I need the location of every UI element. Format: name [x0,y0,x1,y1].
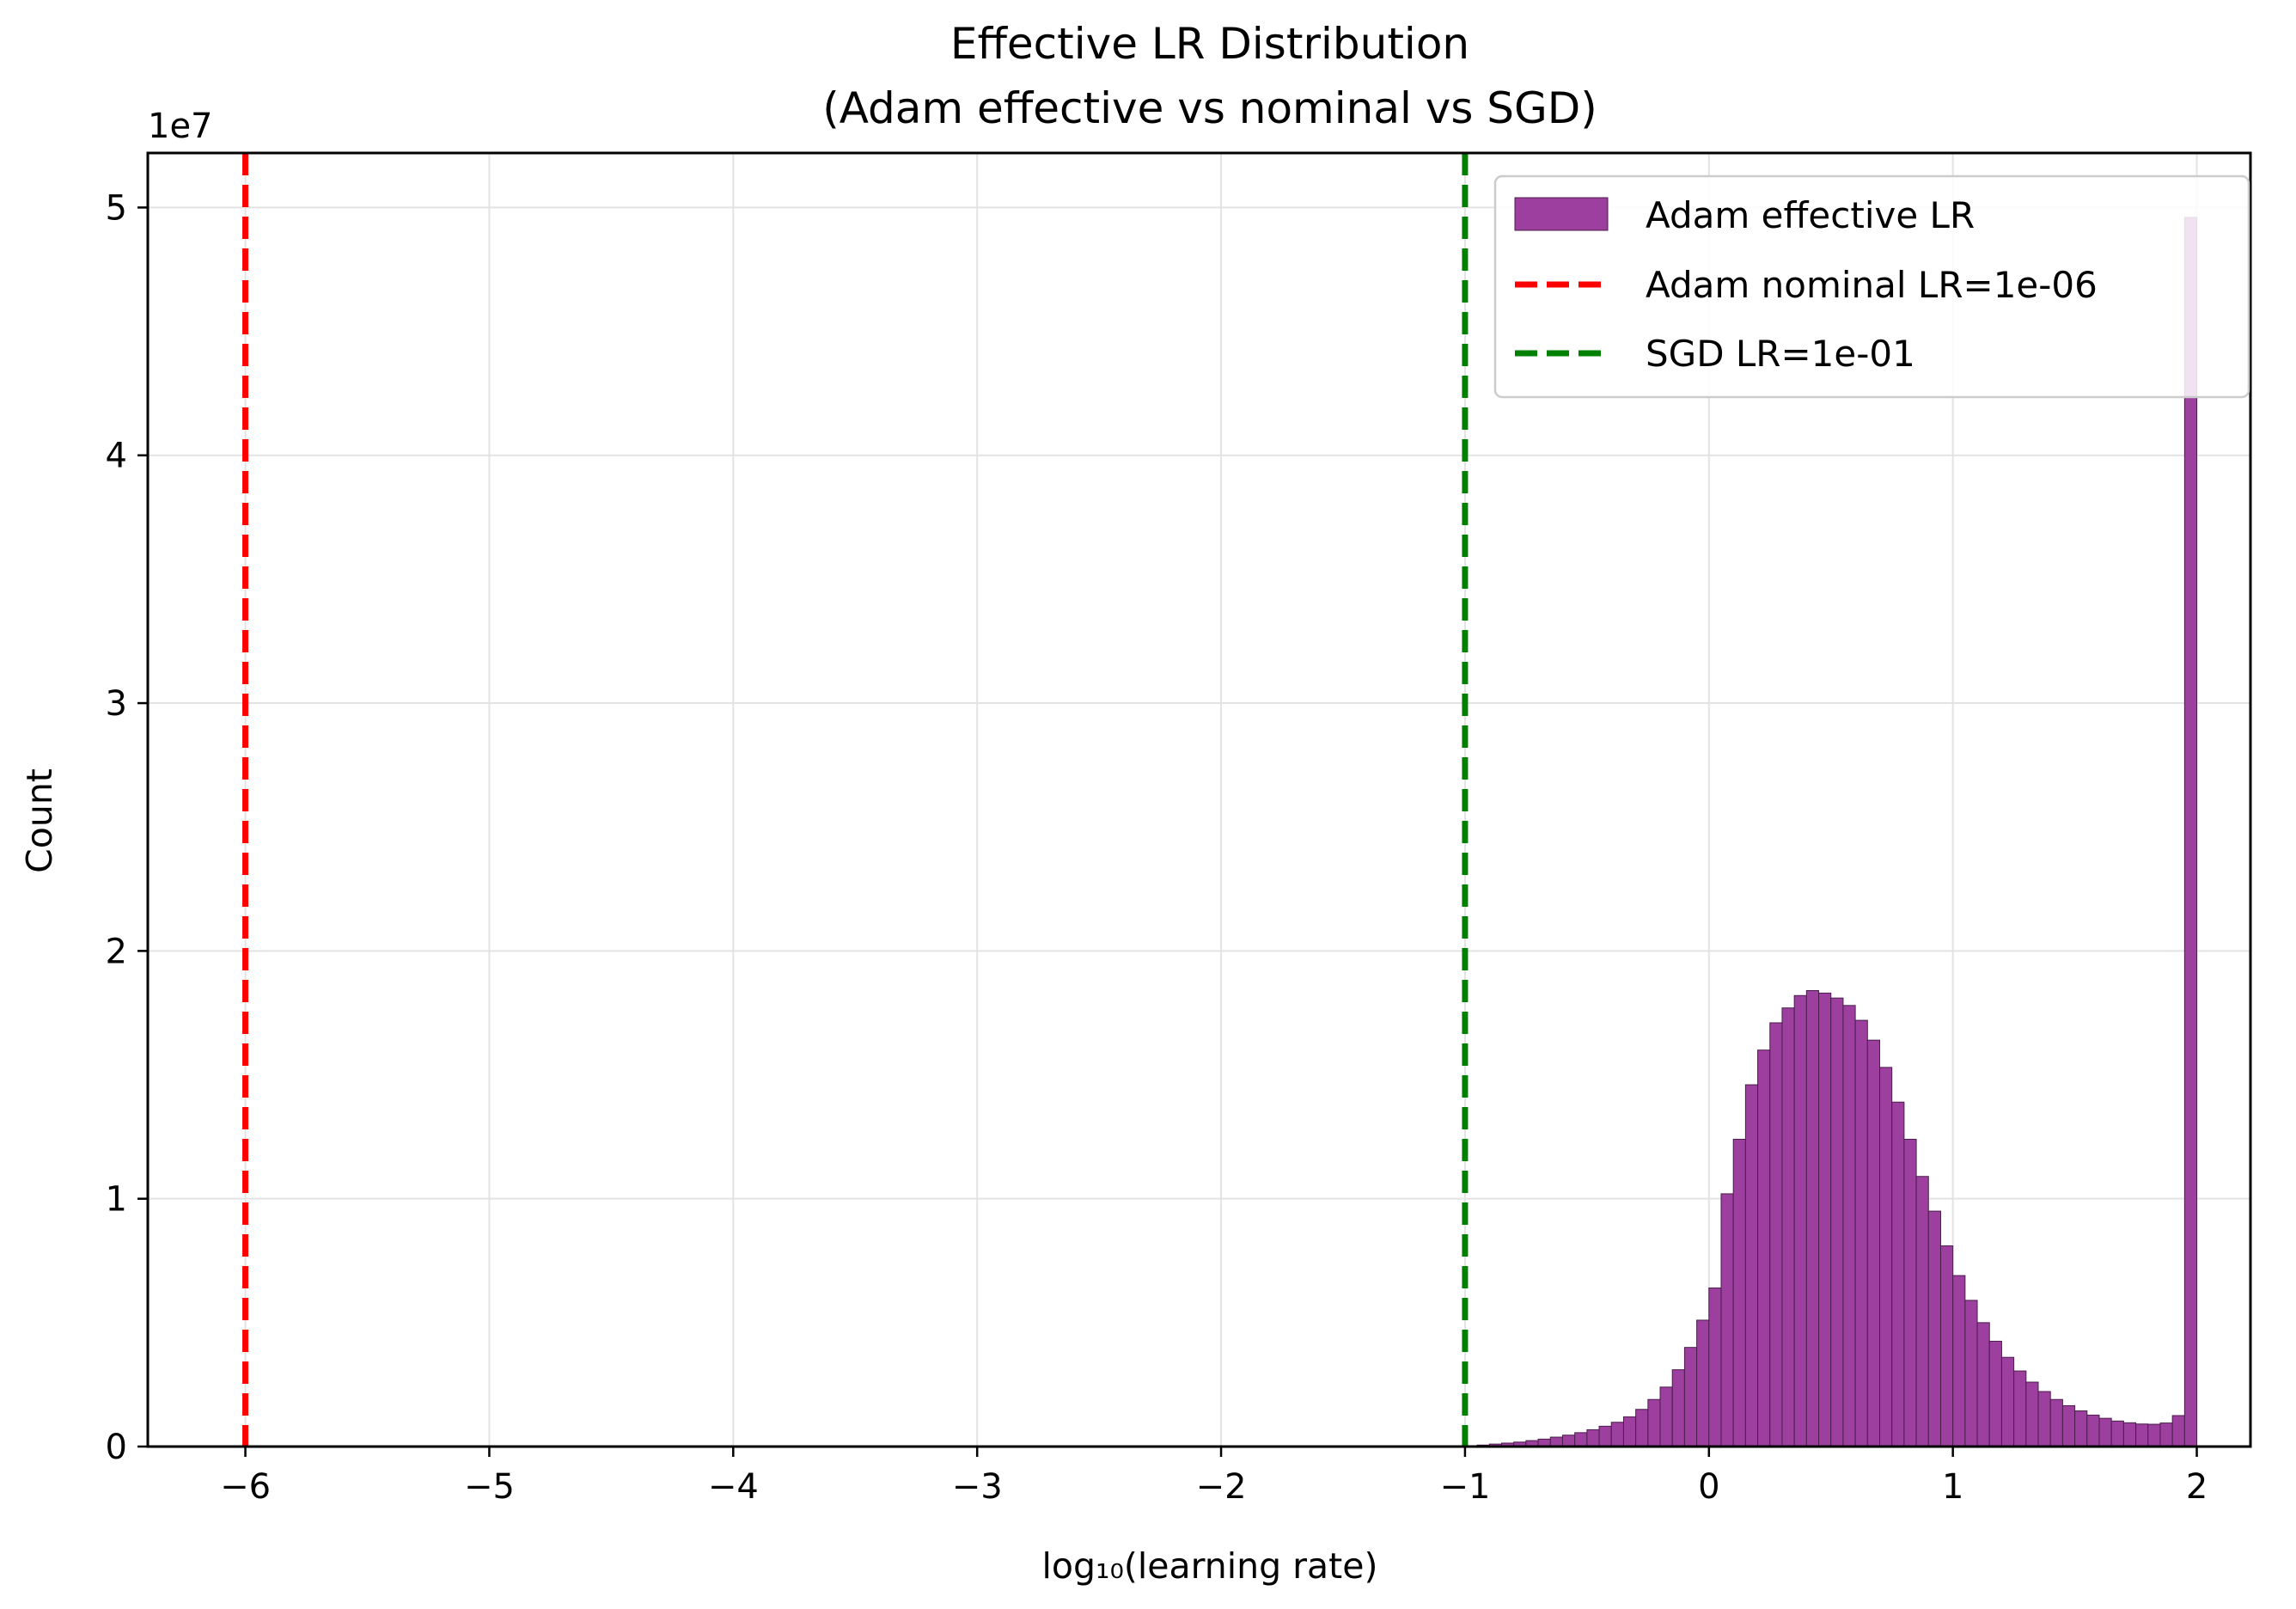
y-tick-label: 0 [106,1428,127,1467]
histogram-bar [1927,1210,1941,1447]
histogram-bar [2013,1370,2027,1447]
histogram-bar [1586,1429,1600,1447]
histogram-bar [1952,1275,1966,1447]
histogram-bar [2025,1381,2039,1447]
histogram-bar [2000,1356,2015,1447]
legend-label-sgd: SGD LR=1e-01 [1646,333,1915,375]
histogram-bar [1793,994,1807,1447]
y-tick-label: 5 [106,188,127,228]
histogram-bar [2147,1423,2161,1447]
x-tick-label: 1 [1942,1467,1963,1507]
histogram-bar [1696,1319,1710,1447]
histogram-bar [2098,1417,2112,1447]
histogram-bar [1866,1039,1881,1447]
plot-area-frame [146,151,2252,1448]
histogram-bar [1635,1409,1649,1447]
histogram-bar [1769,1022,1783,1447]
legend: Adam effective LR Adam nominal LR=1e-06 … [1493,174,2250,399]
x-tick-label: −1 [1439,1467,1490,1507]
histogram-bar [1842,1005,1856,1447]
histogram-bar [2159,1422,2173,1447]
x-axis-ticks: −6 −5 −4 −3 −2 −1 0 1 2 [220,1447,2207,1507]
histogram-bar [1891,1101,1905,1447]
legend-label-adam-nominal: Adam nominal LR=1e-06 [1646,264,2098,306]
histogram-bar [2135,1423,2149,1447]
histogram-bar [2049,1398,2063,1447]
x-tick-label: −5 [464,1467,515,1507]
histogram-bar [2061,1404,2076,1447]
histogram-bar [1574,1432,1588,1447]
x-tick-label: 0 [1698,1467,1719,1507]
histogram-bar [1598,1425,1612,1447]
histogram-bar [1854,1019,1868,1447]
histogram-bar [1903,1138,1917,1447]
reference-lines [242,153,1469,1447]
y-axis-offset-label: 1e7 [148,107,213,146]
chart-title-line2: (Adam effective vs nominal vs SGD) [822,83,1597,133]
legend-label-histogram: Adam effective LR [1646,194,1975,236]
y-axis-ticks: 0 1 2 3 4 5 [106,188,148,1467]
histogram-bar [1915,1176,1929,1447]
histogram-bar [2074,1410,2088,1447]
y-tick-label: 1 [106,1180,127,1220]
histogram-bar [1659,1386,1673,1447]
histogram-bar [1939,1245,1954,1447]
histogram-bar [1988,1340,2002,1447]
x-axis-title: log₁₀(learning rate) [1042,1545,1378,1587]
histogram-bar [1720,1193,1734,1447]
histogram-bar [2122,1422,2137,1447]
histogram-bar [2171,1415,2185,1447]
x-tick-label: −4 [708,1467,759,1507]
x-tick-label: −6 [220,1467,271,1507]
histogram-bar [1781,1007,1795,1447]
histogram-bar [2183,217,2198,1447]
histogram-bar [1647,1398,1661,1447]
histogram-bar [2086,1414,2100,1447]
histogram-bar [1976,1322,1990,1447]
histogram-bar [1708,1287,1722,1447]
histogram-bar [1622,1416,1637,1447]
histogram-bar [1830,997,1844,1447]
x-tick-label: −3 [952,1467,1003,1507]
x-tick-label: 2 [2186,1467,2207,1507]
histogram-bar [1964,1300,1978,1447]
histogram-bar [1818,992,1832,1447]
y-tick-label: 2 [106,932,127,971]
chart-title-line1: Effective LR Distribution [950,19,1469,69]
histogram-bar [1671,1369,1685,1447]
histogram-bar [2037,1391,2051,1447]
histogram-bar [1683,1347,1698,1447]
histogram-bar [1610,1422,1624,1447]
histogram-bar [1732,1138,1746,1447]
histogram-bar [1805,990,1820,1447]
histogram-bar [1549,1436,1563,1447]
histogram-bar [1561,1435,1576,1447]
legend-box [1493,174,2250,399]
histogram-bar [1879,1067,1893,1447]
histogram-bar [1757,1049,1771,1447]
x-tick-label: −2 [1196,1467,1247,1507]
y-axis-title: Count [19,768,60,873]
y-tick-label: 3 [106,684,127,724]
y-tick-label: 4 [106,437,127,476]
histogram-bars [1464,217,2198,1447]
legend-swatch-histogram [1514,197,1609,231]
histogram-bar [2110,1420,2124,1447]
histogram-bar [1744,1084,1759,1447]
